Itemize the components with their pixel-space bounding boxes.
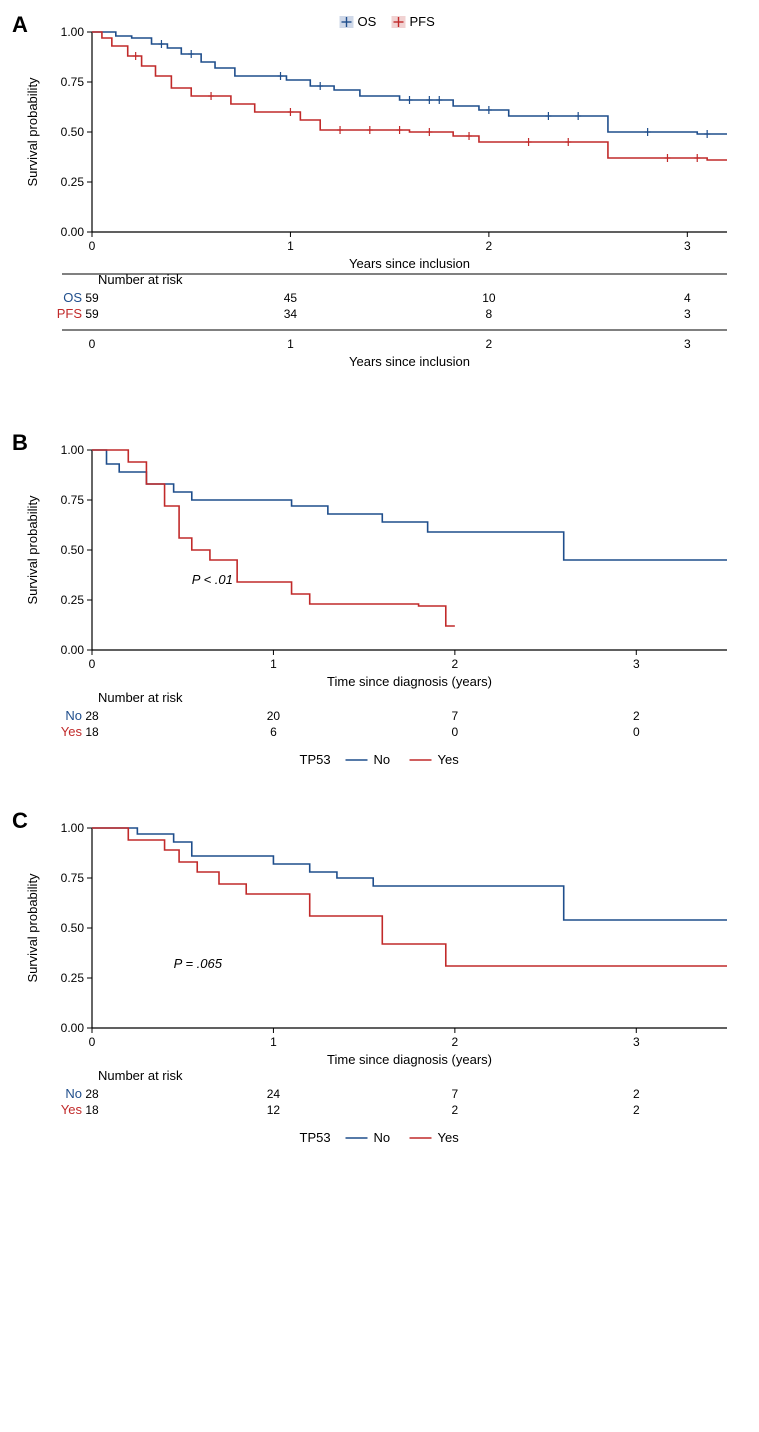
svg-text:Time since diagnosis (years): Time since diagnosis (years)	[327, 674, 492, 689]
svg-text:Yes: Yes	[438, 1130, 460, 1145]
svg-text:No: No	[65, 708, 82, 723]
svg-text:4: 4	[684, 291, 691, 305]
svg-text:0.50: 0.50	[61, 125, 85, 139]
km-plot-C: 0.000.250.500.751.000123Time since diagn…	[12, 808, 747, 1168]
svg-text:1: 1	[270, 657, 277, 671]
svg-text:2: 2	[452, 1103, 459, 1117]
svg-text:Number at risk: Number at risk	[98, 690, 183, 705]
svg-text:Years since inclusion: Years since inclusion	[349, 354, 470, 369]
svg-text:PFS: PFS	[57, 306, 83, 321]
svg-text:6: 6	[270, 725, 277, 739]
chart-A: 0.00 0.25 0.50 0.75 1.00 0 1 2 3 Years since incl…	[12, 12, 747, 412]
svg-text:3: 3	[684, 307, 691, 321]
svg-text:2: 2	[633, 709, 640, 723]
svg-text:45: 45	[284, 291, 298, 305]
svg-text:0.75: 0.75	[61, 871, 85, 885]
svg-text:3: 3	[684, 337, 691, 351]
svg-text:0.25: 0.25	[61, 175, 85, 189]
figure: A 0.000.250.500.751.000123Years since in…	[12, 12, 747, 1168]
svg-text:Yes: Yes	[61, 724, 83, 739]
svg-text:Time since diagnosis (years): Time since diagnosis (years)	[327, 1052, 492, 1067]
svg-text:Yes: Yes	[438, 752, 460, 767]
svg-text:59: 59	[85, 291, 99, 305]
svg-text:0: 0	[89, 1035, 96, 1049]
chart-B: 0.00 0.25 0.50 0.75 1.00 0 1 2 3 Time since diagn…	[12, 430, 747, 790]
svg-text:2: 2	[486, 337, 493, 351]
svg-text:2: 2	[633, 1087, 640, 1101]
svg-text:8: 8	[486, 307, 493, 321]
svg-text:3: 3	[684, 239, 691, 253]
chart-C: 0.000.250.500.751.000123Time since diagn…	[12, 808, 747, 1168]
svg-text:0: 0	[89, 657, 96, 671]
svg-text:12: 12	[267, 1103, 281, 1117]
svg-text:28: 28	[85, 709, 99, 723]
svg-text:1: 1	[270, 1035, 277, 1049]
svg-text:1.00: 1.00	[61, 25, 85, 39]
svg-text:1: 1	[287, 337, 294, 351]
svg-text:No: No	[65, 1086, 82, 1101]
svg-text:0.75: 0.75	[61, 75, 85, 89]
svg-text:0: 0	[89, 337, 96, 351]
svg-text:1: 1	[287, 239, 294, 253]
svg-text:P < .01: P < .01	[192, 572, 233, 587]
svg-text:0: 0	[452, 725, 459, 739]
svg-text:No: No	[374, 752, 391, 767]
svg-text:No: No	[374, 1130, 391, 1145]
svg-text:Survival probability: Survival probability	[25, 495, 40, 605]
svg-text:0.00: 0.00	[61, 1021, 85, 1035]
svg-text:7: 7	[452, 1087, 459, 1101]
svg-text:20: 20	[267, 709, 281, 723]
svg-text:OS: OS	[358, 14, 377, 29]
svg-text:PFS: PFS	[410, 14, 436, 29]
svg-text:34: 34	[284, 307, 298, 321]
svg-text:TP53: TP53	[300, 752, 331, 767]
svg-text:28: 28	[85, 1087, 99, 1101]
svg-text:2: 2	[486, 239, 493, 253]
svg-text:0.50: 0.50	[61, 921, 85, 935]
svg-text:2: 2	[633, 1103, 640, 1117]
panel-C: C 0.000.250.500.751.000123Time since dia…	[12, 808, 747, 1168]
panel-A: A 0.000.250.500.751.000123Years since in…	[12, 12, 747, 412]
svg-text:18: 18	[85, 725, 99, 739]
svg-text:0.25: 0.25	[61, 593, 85, 607]
svg-text:Number at risk: Number at risk	[98, 1068, 183, 1083]
svg-text:10: 10	[482, 291, 496, 305]
svg-text:0.75: 0.75	[61, 493, 85, 507]
svg-text:0: 0	[633, 725, 640, 739]
km-plot-B: 0.00 0.25 0.50 0.75 1.00 0 1 2 3 Time since diagn…	[12, 430, 747, 790]
svg-text:1.00: 1.00	[61, 443, 85, 457]
svg-text:18: 18	[85, 1103, 99, 1117]
svg-text:3: 3	[633, 657, 640, 671]
svg-text:0.50: 0.50	[61, 543, 85, 557]
svg-text:TP53: TP53	[300, 1130, 331, 1145]
km-plot-A: 0.00 0.25 0.50 0.75 1.00 0 1 2 3 Years since incl…	[12, 12, 747, 412]
svg-text:0: 0	[89, 239, 96, 253]
svg-text:Survival probability: Survival probability	[25, 77, 40, 187]
svg-text:Yes: Yes	[61, 1102, 83, 1117]
svg-text:Years since inclusion: Years since inclusion	[349, 256, 470, 271]
svg-text:OS: OS	[63, 290, 82, 305]
svg-text:P = .065: P = .065	[174, 956, 223, 971]
svg-text:0.00: 0.00	[61, 225, 85, 239]
svg-text:7: 7	[452, 709, 459, 723]
svg-text:2: 2	[452, 657, 459, 671]
svg-text:3: 3	[633, 1035, 640, 1049]
svg-text:1.00: 1.00	[61, 821, 85, 835]
svg-text:24: 24	[267, 1087, 281, 1101]
svg-text:59: 59	[85, 307, 99, 321]
panel-B: B 0.000.250.500.751.000123Time since dia…	[12, 430, 747, 790]
svg-text:2: 2	[452, 1035, 459, 1049]
svg-text:Survival probability: Survival probability	[25, 873, 40, 983]
svg-text:0.00: 0.00	[61, 643, 85, 657]
svg-text:0.25: 0.25	[61, 971, 85, 985]
